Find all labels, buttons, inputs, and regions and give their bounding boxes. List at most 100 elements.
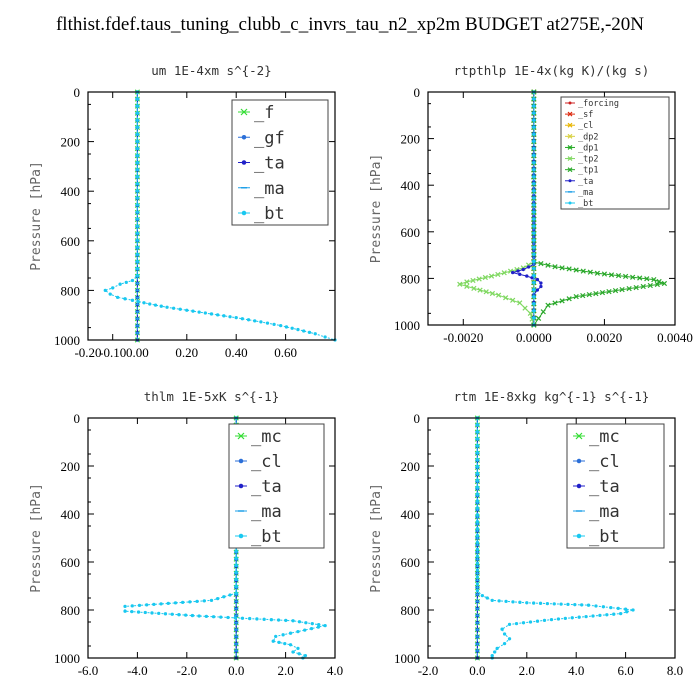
legend-entry: _sf [565, 110, 593, 120]
y-tick-label: 600 [61, 234, 81, 249]
legend-label: _ta [254, 154, 285, 174]
legend-entry: _cl [235, 452, 282, 472]
legend-entry: _cl [573, 452, 620, 472]
y-tick-label: 600 [401, 225, 421, 240]
plot-frame [427, 91, 676, 326]
y-tick-label: 0 [414, 85, 421, 100]
legend-entry: _ta [235, 477, 282, 497]
legend-label: _f [254, 103, 274, 123]
x-tick-label: -2.0 [418, 663, 439, 678]
series-bt [475, 416, 635, 660]
legend-entry: _tp1 [565, 166, 598, 176]
y-axis-label: Pressure [hPa] [369, 154, 384, 264]
legend-entry: _dp2 [565, 132, 598, 142]
x-tick-label: 0.40 [225, 345, 248, 360]
legend-entry: _bt [573, 527, 620, 547]
legend-entry: _f [238, 103, 274, 123]
series-bt [103, 90, 337, 342]
y-tick-label: 800 [61, 283, 81, 298]
x-tick-label: -0.0020 [443, 330, 483, 345]
legend-label: _sf [578, 110, 593, 120]
legend-label: _forcing [578, 99, 619, 109]
legend-label: _tp2 [578, 155, 598, 165]
series-line [458, 92, 535, 326]
legend: _f _gf _ta _ma _bt [231, 99, 329, 226]
series-tp2 [457, 89, 537, 328]
x-tick-label: 0.0040 [657, 330, 693, 345]
panel-3: thlm 1E-5xK s^{-1} Pressure [hPa] 0 200 400 6… [29, 389, 343, 678]
x-tick-label: 2.0 [519, 663, 535, 678]
legend-label: _gf [254, 128, 285, 148]
y-tick-label: 1000 [54, 333, 80, 348]
legend: _mc _cl _ta _ma _bt [228, 423, 325, 549]
y-tick-label: 400 [61, 507, 81, 522]
legend: _forcing_sf_cl_dp2_dp1 _tp2_tp1_ta_ma_bt [560, 96, 670, 210]
x-tick-label: 0.0000 [516, 330, 552, 345]
y-tick-label: 0 [74, 85, 81, 100]
legend-label: _cl [251, 452, 282, 472]
panel-1: um 1E-4xm s^{-2} Pressure [hPa] 0 200 400 600… [29, 63, 337, 360]
plot-frame [427, 417, 676, 659]
x-tick-label: 0.60 [274, 345, 297, 360]
series-ta [510, 90, 543, 327]
legend-entry: _ta [565, 177, 593, 187]
x-tick-label: 0.20 [175, 345, 198, 360]
x-tick-label: 4.0 [327, 663, 343, 678]
series-line [124, 418, 326, 659]
legend-entry: _tp2 [565, 155, 598, 165]
legend-label: _cl [589, 452, 620, 472]
y-tick-label: 400 [401, 507, 421, 522]
panel-2: rtpthlp 1E-4x(kg K)/(kg s) Pressure [hPa]… [369, 63, 693, 345]
y-tick-label: 200 [401, 459, 421, 474]
y-tick-label: 600 [61, 555, 81, 570]
legend-entry: _bt [235, 527, 282, 547]
panel-title: rtm 1E-8xkg kg^{-1} s^{-1} [454, 389, 650, 404]
legend-entry: _ma [235, 502, 282, 522]
page-title: flthist.fdef.taus_tuning_clubb_c_invrs_t… [55, 14, 645, 35]
legend-entry: _forcing [565, 99, 619, 109]
legend-label: _ta [578, 177, 593, 187]
legend-label: _bt [578, 199, 593, 209]
y-tick-label: 400 [401, 178, 421, 193]
y-tick-label: 800 [401, 271, 421, 286]
legend-entry: _ta [573, 477, 620, 497]
x-tick-label: 4.0 [568, 663, 584, 678]
y-axis-label: Pressure [hPa] [29, 161, 44, 271]
x-tick-label: -6.0 [78, 663, 99, 678]
x-tick-label: 2.0 [277, 663, 293, 678]
legend-label: _ma [578, 188, 593, 198]
y-tick-label: 600 [401, 555, 421, 570]
legend-entry: _mc [235, 427, 282, 447]
legend-entry: _mc [573, 427, 620, 447]
x-tick-label: 0.0 [469, 663, 485, 678]
y-tick-label: 1000 [394, 651, 420, 666]
y-tick-label: 400 [61, 184, 81, 199]
x-tick-label: 8.0 [667, 663, 683, 678]
panel-title: um 1E-4xm s^{-2} [151, 63, 271, 78]
legend-label: _ma [589, 502, 620, 522]
legend-entry: _ma [238, 179, 285, 199]
legend-entry: _cl [565, 121, 593, 131]
x-tick-label: 0.00 [126, 345, 149, 360]
legend-label: _ta [251, 477, 282, 497]
y-tick-label: 200 [401, 132, 421, 147]
legend-entry: _gf [238, 128, 285, 148]
x-tick-label: 6.0 [617, 663, 633, 678]
legend-label: _ta [589, 477, 620, 497]
x-tick-label: 0.0 [228, 663, 244, 678]
y-tick-label: 0 [414, 411, 421, 426]
x-tick-label: -2.0 [177, 663, 198, 678]
legend-label: _mc [589, 427, 620, 447]
series-tp1 [531, 89, 668, 328]
legend-label: _cl [578, 121, 593, 131]
x-tick-label: 0.0020 [587, 330, 623, 345]
y-tick-label: 1000 [394, 318, 420, 333]
series-bt [532, 90, 536, 327]
legend-label: _ma [254, 179, 285, 199]
legend-entry: _dp1 [565, 143, 598, 153]
panel-4: rtm 1E-8xkg kg^{-1} s^{-1} Pressure [hPa]… [369, 389, 683, 678]
legend-box [560, 96, 670, 210]
y-tick-label: 0 [74, 411, 81, 426]
legend: _mc _cl _ta _ma _bt [566, 423, 665, 549]
